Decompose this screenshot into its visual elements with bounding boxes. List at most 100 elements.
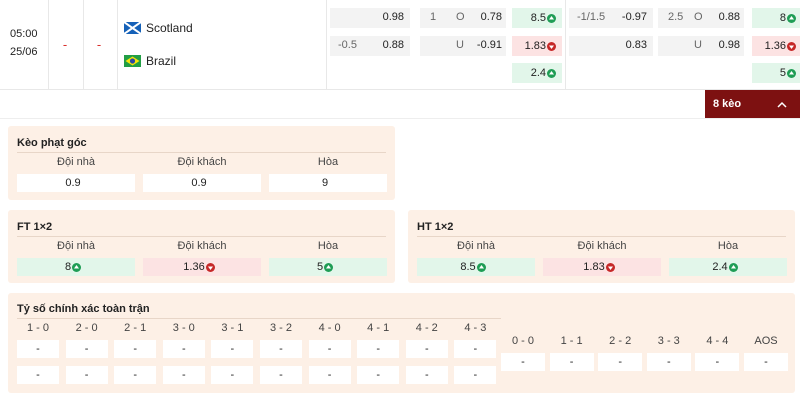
odds-cell[interactable] [569,8,653,28]
chevron-up [777,101,787,108]
away-team: Brazil [146,54,177,68]
score-label: 1 - 1 [560,335,583,347]
score-cell: - [454,340,497,358]
ou-line: 1 [430,11,437,23]
score-cell: - [65,340,108,358]
odds-cell[interactable]: 0.9 [17,174,135,192]
panel-rule [417,236,786,237]
score-label: 4 - 4 [706,335,729,347]
trend-icon [205,262,215,272]
ou-line: 2.5 [668,11,684,23]
odds-cell[interactable]: 0.9 [143,174,261,192]
score-label: 0 - 0 [511,335,534,347]
price: 8.5 [530,12,546,24]
odds-cell[interactable] [330,36,410,56]
score-cell: - [65,366,108,384]
price: 8.5 [460,261,476,273]
panel-title: FT 1×2 [17,221,53,233]
divider [83,0,84,89]
trend-icon [787,68,796,78]
price: 0.83 [625,39,647,51]
column-header: Đội khách [177,240,227,252]
trend-icon [728,262,738,272]
away-score: - [96,37,102,52]
odds-cell[interactable]: 1.36 [752,36,800,56]
odds-cell[interactable]: 8.5 [512,8,562,28]
panel-title: Tỷ số chính xác toàn trận [17,303,150,315]
price: 0.98 [718,39,740,51]
score-cell: - [17,366,59,384]
odds-cell[interactable]: 2.4 [669,258,787,276]
flag-scotland [124,22,141,34]
odds-cell[interactable]: 8.5 [417,258,535,276]
score-cell: - [260,340,302,358]
score-cell: - [114,366,157,384]
trend-icon [605,262,615,272]
column-header: Hòa [717,240,739,252]
flag-brazil [124,55,141,67]
odds-cell[interactable]: 5 [752,63,800,83]
divider [565,0,566,89]
score-cell: - [405,366,448,384]
odds-cell[interactable]: 8 [17,258,135,276]
trend-icon [547,13,556,23]
price: 0.78 [480,11,502,23]
odds-cell[interactable] [658,8,744,28]
price: 9 [321,177,329,189]
column-header: Đội khách [577,240,627,252]
column-header: Đội khách [177,156,227,168]
score-label: 3 - 1 [221,322,244,334]
score-label: 4 - 0 [318,322,341,334]
score-cell: - [598,353,643,371]
price: 1.83 [583,261,605,273]
odds-cell[interactable] [420,8,506,28]
more-button[interactable]: 8 kèo [705,90,800,118]
price: 8 [779,12,786,24]
price: 1.36 [183,261,205,273]
score-cell: - [162,340,205,358]
ou-side: O [456,11,465,23]
trend-icon [547,41,556,51]
match-date: 25/06 [10,46,38,58]
odds-cell[interactable]: 2.4 [512,63,562,83]
score-cell: - [211,366,254,384]
odds-cell[interactable] [569,36,653,56]
section-border [0,118,800,119]
score-label: 3 - 0 [172,322,195,334]
trend-icon [787,13,796,23]
home-score: - [62,37,68,52]
ou-side: O [694,11,703,23]
trend-icon [324,262,334,272]
panel-title: HT 1×2 [417,221,454,233]
score-cell: - [357,366,400,384]
trend-icon [547,68,556,78]
odds-cell[interactable]: 1.83 [512,36,562,56]
price: -0.97 [621,11,647,23]
odds-cell[interactable]: 5 [269,258,387,276]
odds-cell[interactable]: 9 [269,174,387,192]
odds-cell[interactable]: 8 [752,8,800,28]
score-label: 1 - 0 [26,322,49,334]
score-label: 3 - 3 [657,335,680,347]
score-cell: - [744,353,788,371]
handicap-line: -0.5 [338,39,357,51]
price: 1.36 [764,40,786,52]
column-header: Đội nhà [57,156,95,168]
odds-cell[interactable] [330,8,410,28]
column-header: Hòa [317,156,339,168]
price: 1.83 [524,40,546,52]
panel-rule [17,318,501,319]
score-label: 2 - 0 [75,322,98,334]
odds-cell[interactable] [420,36,506,56]
score-cell: - [308,340,351,358]
price: 0.88 [718,11,740,23]
score-cell: - [549,353,594,371]
trend-icon [476,262,486,272]
odds-cell[interactable]: 1.83 [543,258,661,276]
price: 5 [316,261,324,273]
odds-cell[interactable]: 1.36 [143,258,261,276]
score-cell: - [114,340,157,358]
odds-cell[interactable] [658,36,744,56]
trend-icon [787,41,796,51]
ou-side: U [694,39,702,51]
